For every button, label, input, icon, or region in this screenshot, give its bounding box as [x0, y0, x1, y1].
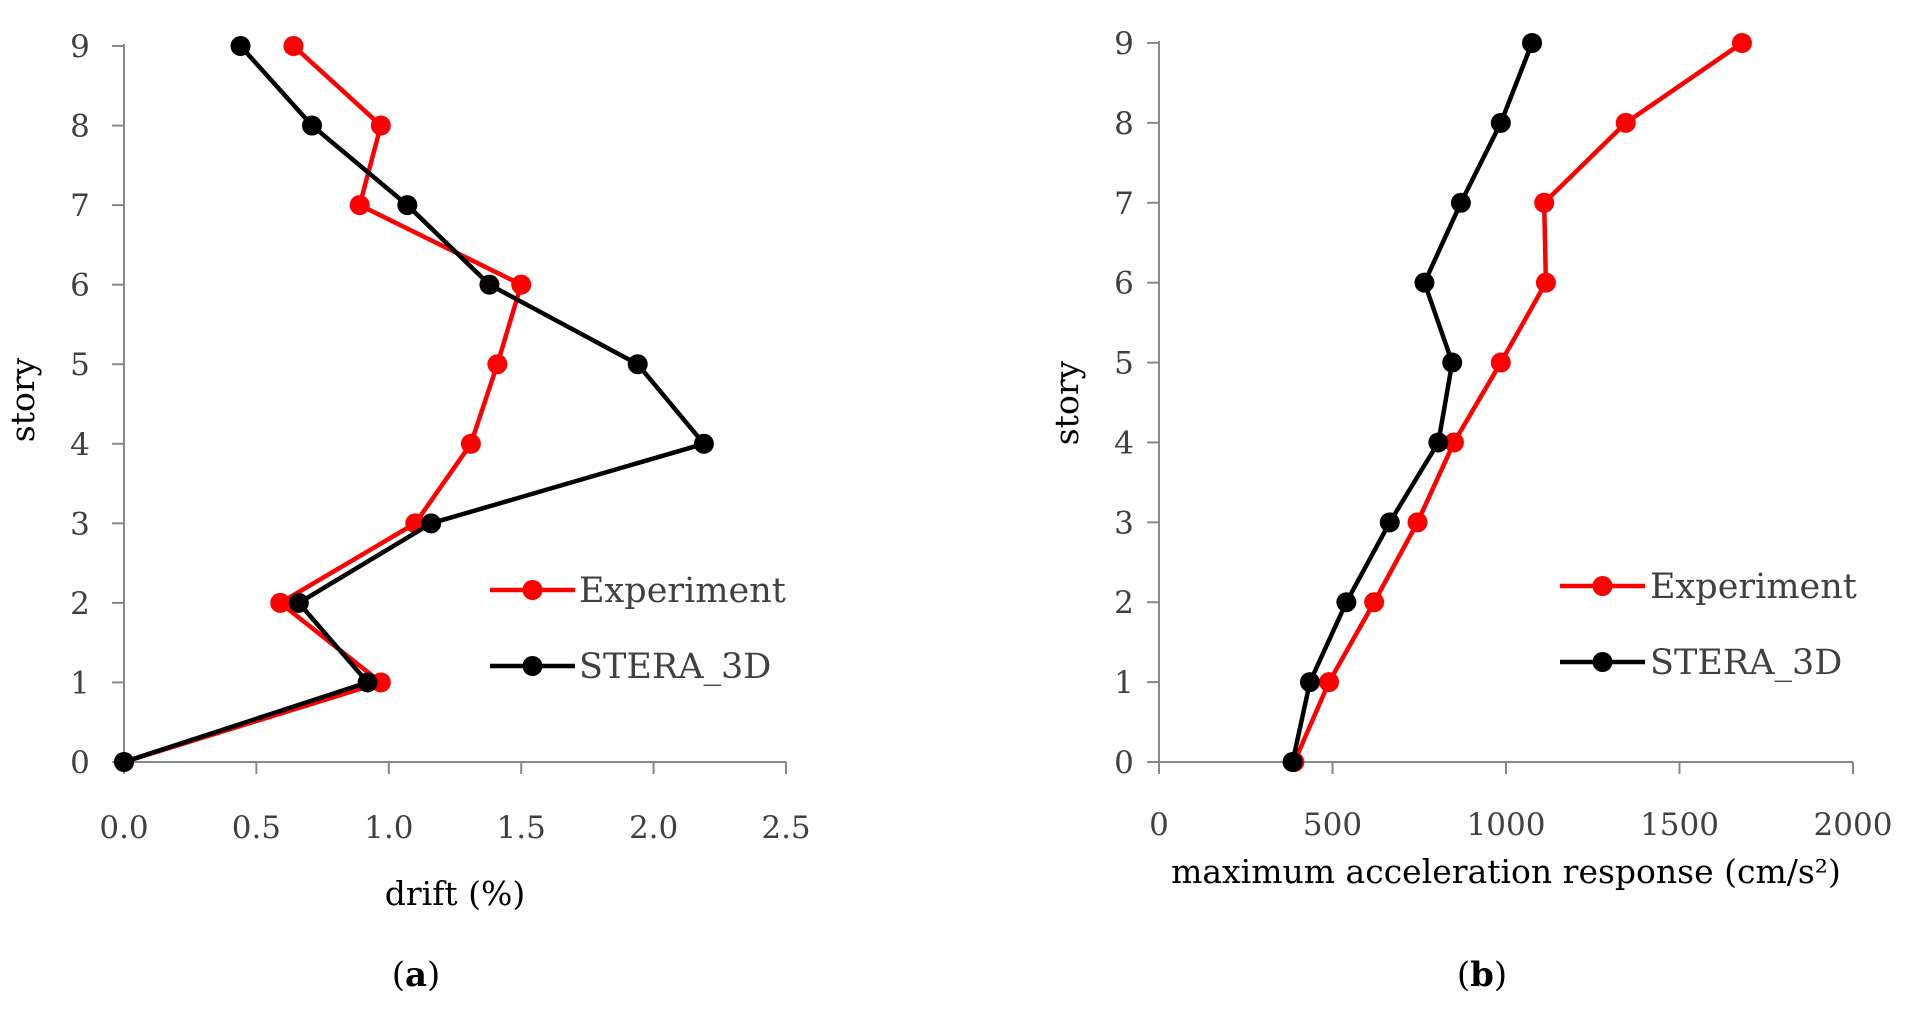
data-point-stera-3d: [114, 752, 134, 772]
data-point-experiment: [1535, 272, 1556, 293]
series-line-experiment: [1292, 41, 1744, 763]
legend-label: Experiment: [579, 571, 786, 611]
data-point-stera-3d: [357, 672, 378, 693]
y-tick-label: 4: [1114, 425, 1134, 461]
y-tick-label: 0: [1114, 745, 1134, 781]
data-point-experiment: [1615, 112, 1636, 133]
data-point-experiment: [460, 433, 481, 454]
data-point-experiment: [349, 195, 370, 216]
data-point-experiment: [1364, 592, 1385, 613]
x-tick-label: 500: [1303, 807, 1362, 843]
x-tick-label: 0: [1149, 807, 1169, 843]
series-line-stera-3d: [123, 44, 707, 765]
y-tick-label: 8: [1114, 106, 1134, 142]
data-point-stera-3d: [693, 433, 714, 454]
y-axis-title: story: [1047, 360, 1086, 445]
data-point-experiment: [511, 274, 532, 295]
x-tick-label: 0.5: [232, 810, 281, 846]
legend-swatch-marker: [1592, 652, 1613, 672]
data-point-experiment: [370, 115, 391, 136]
x-axis-title: drift (%): [385, 874, 526, 913]
data-point-stera-3d: [627, 354, 648, 375]
legend-label: STERA_3D: [1650, 643, 1842, 683]
data-point-stera-3d: [1336, 592, 1357, 613]
x-tick-label: 2.0: [629, 810, 678, 846]
x-tick-label: 0.0: [99, 810, 148, 846]
data-point-stera-3d: [1442, 352, 1463, 373]
y-tick-label: 6: [70, 268, 90, 304]
x-tick-label: 1500: [1640, 807, 1719, 843]
y-tick-label: 3: [70, 506, 90, 542]
y-tick-label: 6: [1114, 266, 1134, 302]
y-tick-label: 5: [1114, 346, 1134, 382]
x-tick-label: 2000: [1814, 807, 1893, 843]
data-point-experiment: [270, 592, 291, 613]
y-tick-label: 7: [1114, 186, 1134, 222]
legend-label: STERA_3D: [579, 647, 771, 687]
data-point-stera-3d: [1282, 752, 1303, 772]
data-point-experiment: [1443, 432, 1464, 453]
y-tick-label: 9: [70, 29, 90, 65]
x-tick-label: 1.0: [364, 810, 413, 846]
data-point-stera-3d: [1414, 272, 1435, 293]
y-tick-label: 9: [1114, 26, 1134, 62]
x-tick-label: 1.5: [497, 810, 546, 846]
y-tick-label: 7: [70, 188, 90, 224]
series-line-experiment: [123, 44, 524, 765]
data-point-stera-3d: [302, 115, 323, 136]
y-tick-label: 4: [70, 427, 90, 463]
y-tick-label: 3: [1114, 505, 1134, 541]
series-line-stera-3d: [1290, 42, 1535, 763]
x-tick-label: 2.5: [761, 810, 810, 846]
y-tick-label: 8: [70, 109, 90, 145]
x-tick-label: 1000: [1467, 807, 1546, 843]
data-point-stera-3d: [397, 195, 418, 216]
data-point-stera-3d: [1490, 112, 1511, 133]
chart-panel-a: 0 1 2 3 4 5 6 7 8 9 0.0 0.5 1.0 1.5 2.0 2.5 drift (%) sto…: [3, 29, 811, 995]
data-point-stera-3d: [479, 274, 500, 295]
data-point-experiment: [1731, 33, 1752, 53]
panel-label: b: [1470, 955, 1494, 995]
y-tick-label: 2: [70, 586, 90, 622]
y-tick-label: 1: [70, 665, 90, 701]
legend-swatch-marker: [522, 656, 543, 676]
x-axis-title: maximum acceleration response (cm/s²): [1171, 852, 1841, 891]
data-point-stera-3d: [421, 513, 442, 534]
chart-panel-b: 0 1 2 3 4 5 6 7 8 9 0 500 1000 1500 2000 maximum accele…: [1047, 26, 1892, 995]
legend-label: Experiment: [1650, 567, 1857, 607]
y-tick-label: 0: [70, 745, 90, 781]
data-point-experiment: [1490, 352, 1511, 373]
y-tick-label: 5: [70, 347, 90, 383]
data-point-stera-3d: [1522, 33, 1543, 53]
y-tick-label: 2: [1114, 585, 1134, 621]
data-point-experiment: [1534, 192, 1555, 213]
data-point-experiment: [487, 354, 508, 375]
data-point-stera-3d: [230, 36, 251, 56]
legend-swatch-marker: [522, 580, 543, 600]
y-tick-label: 1: [1114, 665, 1134, 701]
y-axis-title: story: [3, 357, 42, 442]
data-point-stera-3d: [1450, 192, 1471, 213]
legend-swatch-marker: [1592, 576, 1613, 596]
data-point-experiment: [283, 36, 304, 56]
data-point-stera-3d: [1299, 672, 1320, 693]
data-point-experiment: [1319, 672, 1340, 693]
panel-label: a: [405, 955, 427, 995]
data-point-experiment: [1407, 512, 1428, 533]
data-point-stera-3d: [1428, 432, 1449, 453]
data-point-stera-3d: [1379, 512, 1400, 533]
panel-caption: (a): [392, 955, 441, 995]
data-point-stera-3d: [288, 592, 309, 613]
panel-caption: (b): [1457, 955, 1507, 995]
